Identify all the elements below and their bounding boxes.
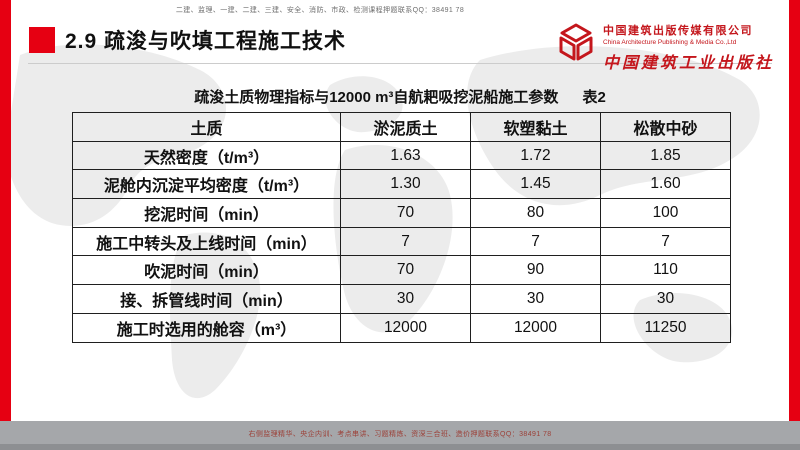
publisher-logo-text: 中国建筑出版传媒有限公司 China Architecture Publishi… bbox=[603, 22, 774, 73]
publisher-name-en: China Architecture Publishing & Media Co… bbox=[602, 39, 737, 46]
table-row: 泥舱内沉淀平均密度（t/m³） 1.30 1.45 1.60 bbox=[72, 169, 731, 200]
table-header-row: 土质 淤泥质土 软塑黏土 松散中砂 bbox=[72, 112, 731, 142]
row-label: 接、拆管线时间（min） bbox=[72, 284, 341, 314]
row-label: 挖泥时间（min） bbox=[72, 198, 341, 228]
table-caption: 疏浚土质物理指标与12000 m³自航耙吸挖泥船施工参数 表2 bbox=[0, 86, 800, 107]
table-cell: 1.30 bbox=[340, 169, 471, 200]
table-cell: 70 bbox=[340, 255, 471, 286]
row-label: 施工中转头及上线时间（min） bbox=[72, 226, 341, 257]
row-label: 泥舱内沉淀平均密度（t/m³） bbox=[72, 169, 341, 200]
publisher-name-cn: 中国建筑出版传媒有限公司 bbox=[602, 25, 753, 37]
table-cell: 1.72 bbox=[470, 140, 601, 171]
table-cell: 1.63 bbox=[340, 140, 471, 171]
table-cell: 7 bbox=[470, 226, 601, 257]
table-row: 施工中转头及上线时间（min） 7 7 7 bbox=[72, 226, 731, 257]
table-cell: 90 bbox=[470, 255, 601, 286]
row-label: 吹泥时间（min） bbox=[72, 255, 341, 286]
table-row: 施工时选用的舱容（m³） 12000 12000 11250 bbox=[72, 312, 731, 343]
viewer-background: 右侧监理精华、央企内训、考点串讲、习题精炼、资深三合班、造价押题联系QQ：384… bbox=[0, 421, 800, 450]
table-cell: 11250 bbox=[600, 312, 731, 343]
table-cell: 70 bbox=[340, 198, 471, 228]
table-cell: 7 bbox=[600, 226, 731, 257]
table-cell: 30 bbox=[600, 284, 731, 314]
publisher-logo-icon bbox=[559, 23, 593, 61]
table-cell: 12000 bbox=[340, 312, 471, 343]
slide: 二建、监理、一建、二建、三建、安全、消防、市政、检测课程押题联系QQ：38491… bbox=[0, 0, 800, 421]
table-row: 接、拆管线时间（min） 30 30 30 bbox=[72, 284, 731, 314]
right-red-bar bbox=[789, 0, 800, 421]
table-caption-text: 疏浚土质物理指标与12000 m³自航耙吸挖泥船施工参数 bbox=[194, 89, 559, 106]
table-cell: 1.60 bbox=[600, 169, 731, 200]
table-cell: 30 bbox=[470, 284, 601, 314]
bottom-watermark-note: 右侧监理精华、央企内训、考点串讲、习题精炼、资深三合班、造价押题联系QQ：384… bbox=[248, 431, 552, 438]
table-caption-label: 表2 bbox=[582, 89, 606, 106]
title-accent-square bbox=[29, 27, 55, 53]
column-header: 软塑黏土 bbox=[470, 112, 601, 142]
column-header: 松散中砂 bbox=[600, 112, 731, 142]
table-cell: 100 bbox=[600, 198, 731, 228]
top-watermark-note: 二建、监理、一建、二建、三建、安全、消防、市政、检测课程押题联系QQ：38491… bbox=[175, 7, 465, 14]
column-header: 淤泥质土 bbox=[340, 112, 471, 142]
publisher-logo: 中国建筑出版传媒有限公司 China Architecture Publishi… bbox=[556, 22, 774, 73]
page-title: 2.9 疏浚与吹填工程施工技术 bbox=[65, 30, 347, 53]
column-header: 土质 bbox=[72, 112, 341, 142]
table-cell: 1.45 bbox=[470, 169, 601, 200]
bottom-strip bbox=[0, 444, 800, 450]
left-red-bar bbox=[0, 0, 11, 421]
table-cell: 12000 bbox=[470, 312, 601, 343]
table-cell: 7 bbox=[340, 226, 471, 257]
table-row: 天然密度（t/m³） 1.63 1.72 1.85 bbox=[72, 140, 731, 171]
press-name: 中国建筑工业出版社 bbox=[602, 53, 774, 72]
table-cell: 1.85 bbox=[600, 140, 731, 171]
row-label: 施工时选用的舱容（m³） bbox=[72, 312, 341, 343]
table-cell: 110 bbox=[600, 255, 731, 286]
header-divider bbox=[28, 63, 772, 64]
table-row: 挖泥时间（min） 70 80 100 bbox=[72, 198, 731, 228]
row-label: 天然密度（t/m³） bbox=[72, 140, 341, 171]
table-cell: 80 bbox=[470, 198, 601, 228]
parameters-table: 土质 淤泥质土 软塑黏土 松散中砂 天然密度（t/m³） 1.63 1.72 1… bbox=[72, 112, 731, 343]
table-cell: 30 bbox=[340, 284, 471, 314]
table-row: 吹泥时间（min） 70 90 110 bbox=[72, 255, 731, 286]
